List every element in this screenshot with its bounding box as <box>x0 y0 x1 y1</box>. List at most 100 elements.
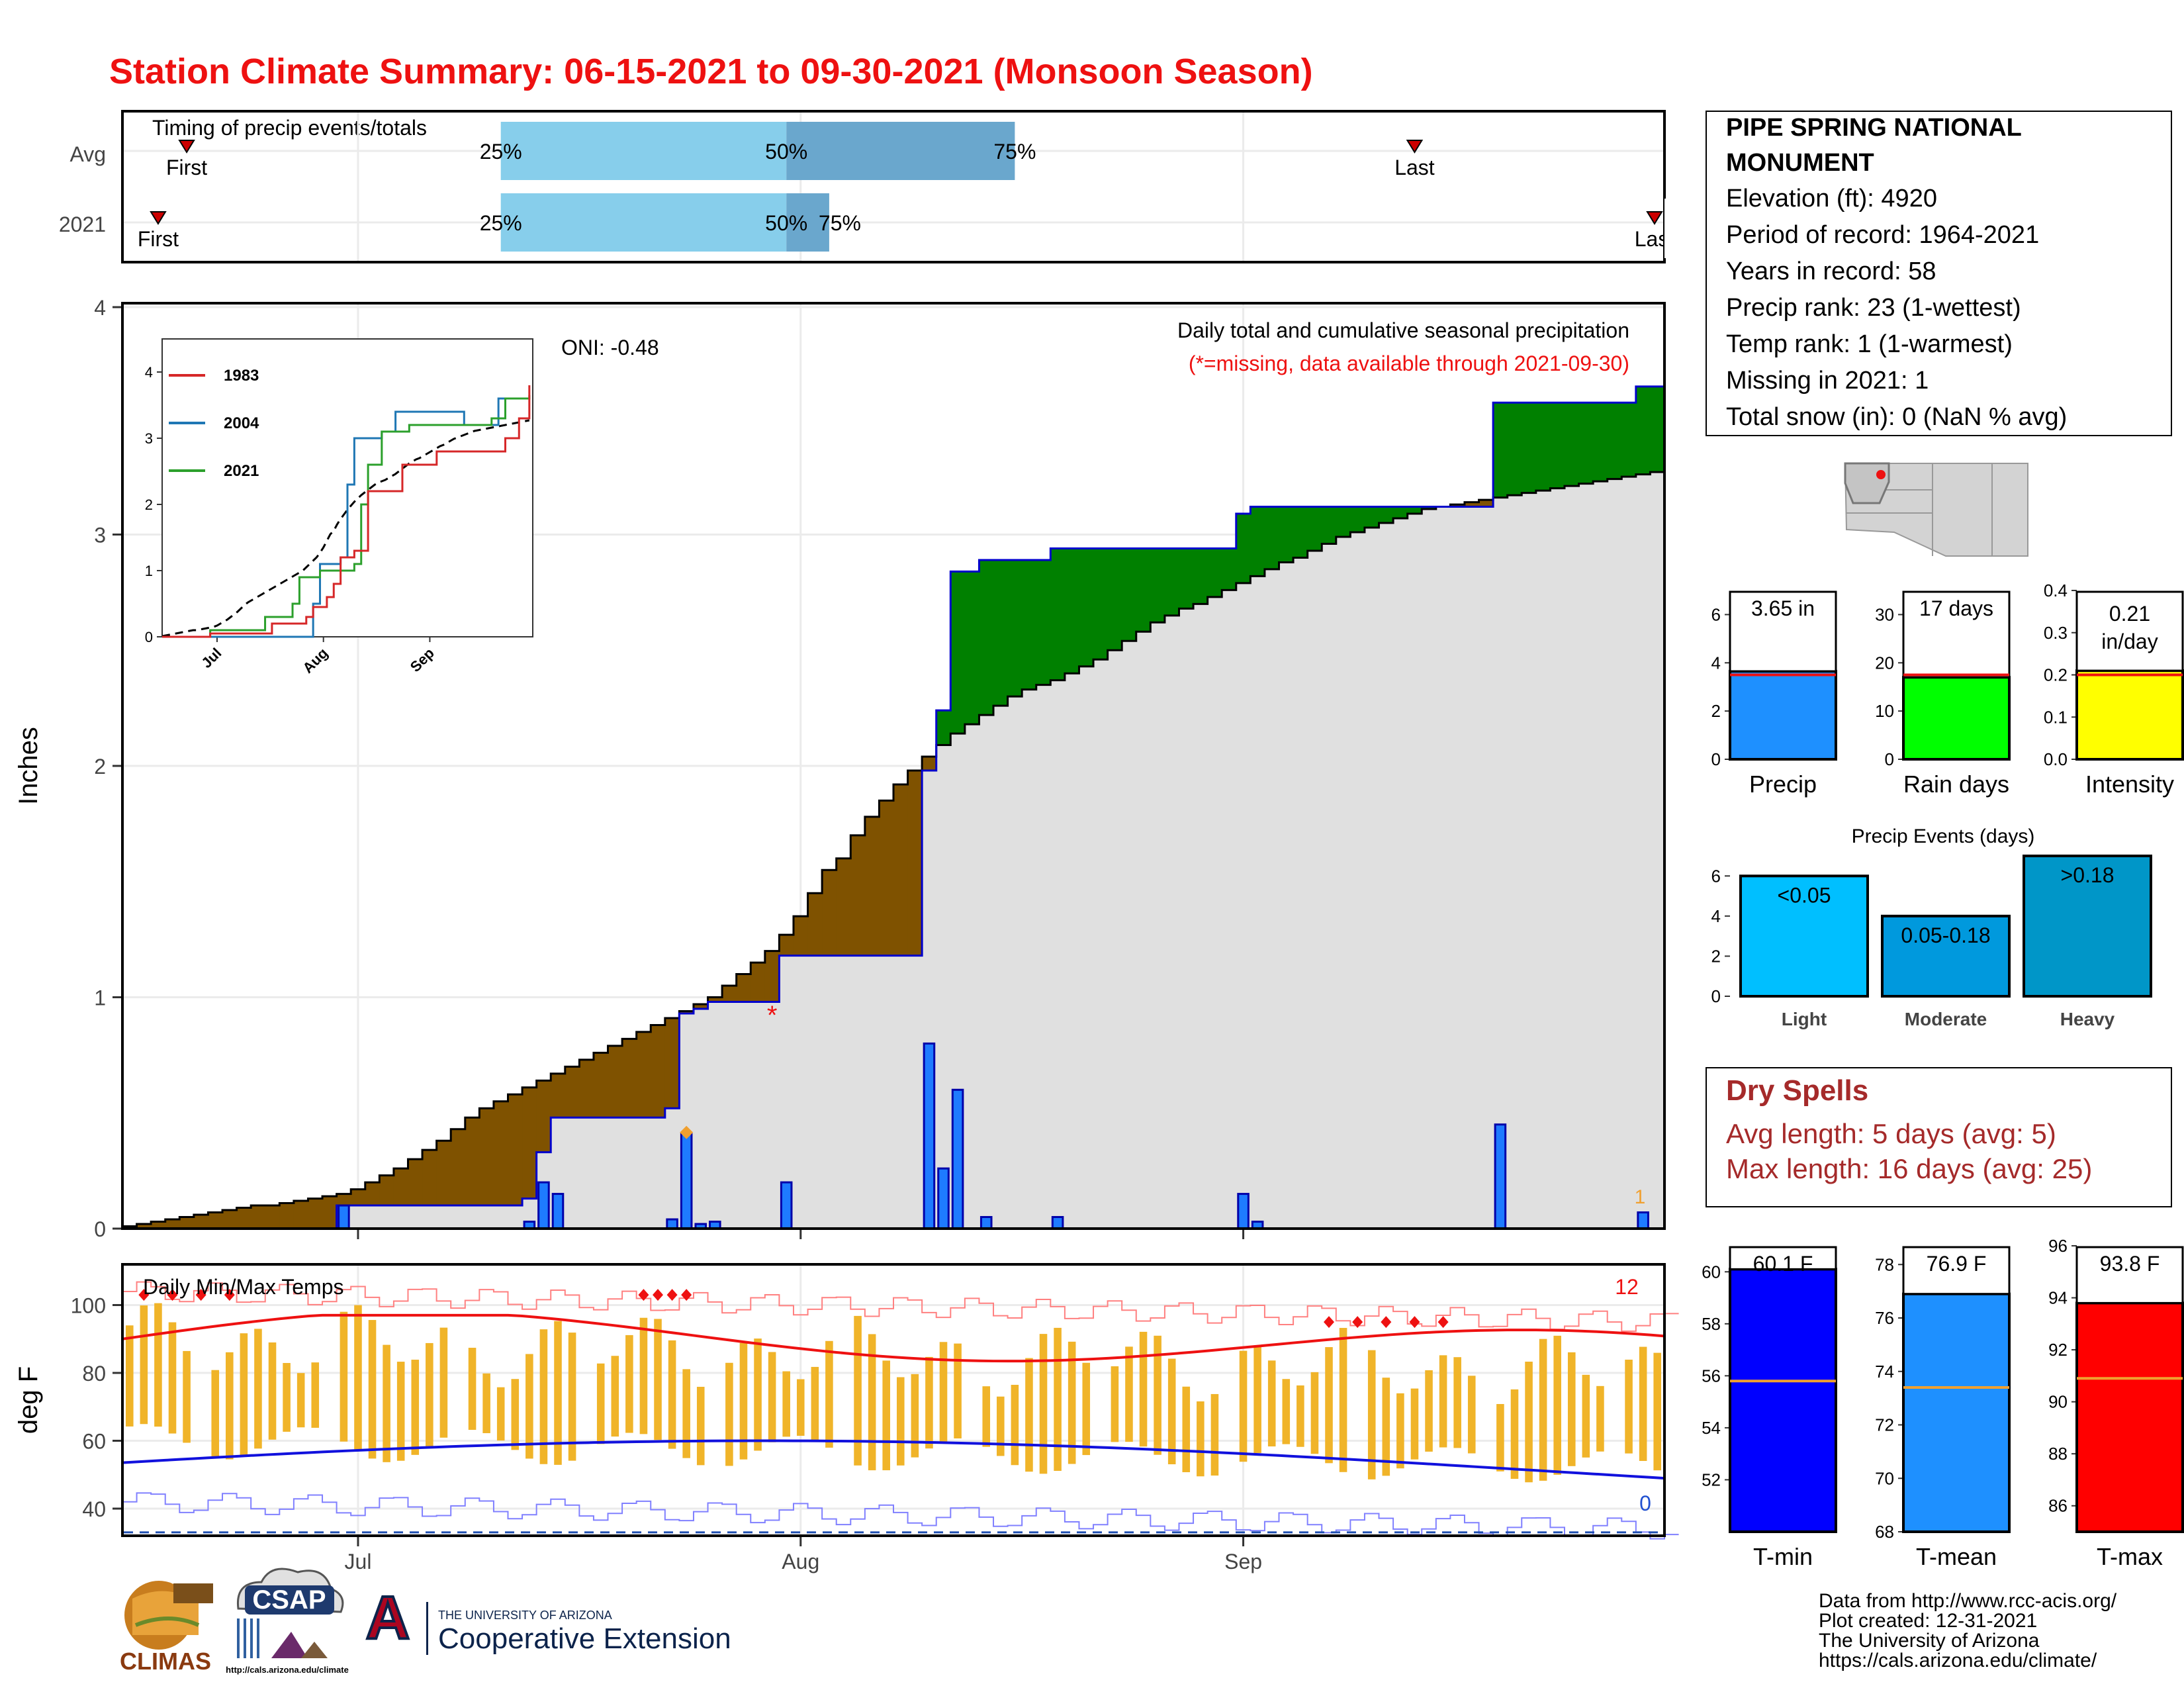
below-average-fill <box>251 1205 266 1229</box>
daily-precip-bar <box>1237 1193 1250 1230</box>
daily-temp-bar <box>1297 1385 1304 1447</box>
daily-precip-bar <box>979 1216 993 1230</box>
daily-temp-bar <box>925 1356 933 1449</box>
events-bar-label: >0.18 <box>2061 863 2115 887</box>
daily-temp-bar <box>1539 1338 1547 1481</box>
month-tick-label: Aug <box>782 1550 819 1573</box>
daily-temp-bar <box>211 1370 220 1458</box>
month-tick-label: Jul <box>345 1550 372 1573</box>
timing-clip <box>1664 199 1704 258</box>
daily-precip-bar <box>666 1218 678 1230</box>
below-average-fill <box>465 1117 480 1206</box>
events-tick-label: 4 <box>1711 906 1721 926</box>
summary-bar-name: Precip <box>1749 771 1817 798</box>
cumulative-base-fill <box>1422 509 1437 1229</box>
cumulative-base-fill <box>1150 622 1165 1229</box>
chart-title: Station Climate Summary: 06-15-2021 to 0… <box>109 52 1313 91</box>
daily-temp-bar <box>154 1303 162 1427</box>
missing-count: 1 <box>1635 1186 1646 1208</box>
events-bar <box>2023 855 2152 998</box>
university-of-arizona-logo: A THE UNIVERSITY OF ARIZONA Cooperative … <box>363 1583 731 1655</box>
station-period: Period of record: 1964-2021 <box>1726 221 2039 249</box>
cumulative-base-fill <box>1136 632 1151 1229</box>
cumulative-base-fill <box>465 1205 480 1229</box>
summary-bar <box>1902 1292 2011 1533</box>
temperature-panel: 40 60 80 100 Jul Aug Sep Daily Min/Max Temps 1… <box>14 1263 1679 1573</box>
cumulative-base-fill <box>1179 608 1194 1229</box>
summary-tick-label: 90 <box>2048 1392 2068 1412</box>
summary-tick-label: 78 <box>1875 1254 1894 1274</box>
daily-precip-bar <box>1494 1123 1507 1230</box>
below-average-fill <box>408 1159 423 1206</box>
below-average-fill <box>136 1224 152 1229</box>
daily-temp-bar <box>1525 1362 1533 1483</box>
daily-temp-bar <box>1267 1360 1276 1447</box>
daily-temp-bar <box>1510 1389 1519 1479</box>
summary-tick-label: 20 <box>1875 653 1894 673</box>
below-average-fill <box>293 1201 309 1229</box>
precip-tick-label: 2 <box>94 755 106 778</box>
daily-temp-bar <box>682 1369 690 1458</box>
daily-temp-bar <box>882 1360 890 1471</box>
quartile-bar-25-50 <box>500 193 787 252</box>
summary-bar-frame <box>2075 1246 2184 1304</box>
daily-temp-bar <box>1467 1376 1476 1454</box>
daily-precip-bar <box>338 1204 350 1230</box>
station-precip-rank: Precip rank: 23 (1-wettest) <box>1726 294 2021 322</box>
daily-temp-bar <box>1210 1393 1219 1476</box>
daily-temp-bar <box>340 1311 348 1442</box>
daily-temp-bar <box>768 1352 776 1442</box>
below-average-fill <box>779 935 794 956</box>
quartile-label-50: 50% <box>765 140 807 164</box>
temp-tick-label: 100 <box>71 1294 106 1318</box>
cumulative-base-fill <box>508 1205 523 1229</box>
above-average-fill <box>1022 559 1037 690</box>
daily-temp-bar <box>1653 1352 1661 1471</box>
above-average-fill <box>1079 548 1094 667</box>
quartile-label-75: 75% <box>819 211 861 235</box>
daily-temp-bar <box>511 1379 520 1450</box>
cumulative-base-fill <box>436 1205 451 1229</box>
below-average-fill <box>836 858 851 956</box>
below-average-fill <box>1464 502 1480 507</box>
below-average-fill <box>608 1045 623 1118</box>
daily-temp-bar <box>482 1373 490 1434</box>
below-average-fill <box>822 870 837 956</box>
quartile-label-75: 75% <box>993 140 1036 164</box>
precip-y-label: Inches <box>14 727 43 805</box>
csap-logo: CSAP http://cals.arizona.edu/climate <box>226 1568 349 1675</box>
cumulative-base-fill <box>1236 583 1251 1229</box>
daily-temp-bar <box>1182 1386 1191 1473</box>
above-average-fill <box>1222 548 1237 590</box>
daily-temp-bar <box>1082 1362 1091 1456</box>
below-average-fill <box>265 1205 280 1229</box>
first-event-label: First <box>138 227 179 251</box>
summary-bar-name: Rain days <box>1903 771 2009 798</box>
daily-temp-bar <box>1025 1358 1033 1472</box>
daily-temp-bar <box>1439 1355 1447 1448</box>
below-average-fill <box>379 1175 394 1206</box>
cumulative-base-fill <box>1193 604 1208 1229</box>
cumulative-base-fill <box>1379 523 1394 1229</box>
daily-temp-bar <box>796 1379 805 1436</box>
below-average-fill <box>551 1073 566 1118</box>
cumulative-base-fill <box>864 955 880 1229</box>
above-average-fill <box>1493 402 1508 498</box>
summary-value-label: 60.1 F <box>1753 1252 1813 1276</box>
cumulative-base-fill <box>1122 641 1137 1229</box>
inset-series-1983-line <box>162 385 531 638</box>
above-average-fill <box>1122 548 1137 641</box>
quartile-label-25: 25% <box>480 211 522 235</box>
summary-bar <box>1729 670 1837 761</box>
cumulative-base-fill <box>1407 514 1422 1229</box>
events-category-label: Heavy <box>2060 1009 2115 1029</box>
summary-tick-label: 60 <box>1702 1262 1721 1282</box>
daily-temp-bar <box>1382 1378 1390 1476</box>
station-elevation: Elevation (ft): 4920 <box>1726 185 1937 212</box>
inset-average-line <box>161 419 530 637</box>
temp-tick-label: 60 <box>82 1430 106 1454</box>
daily-temp-bar <box>368 1320 377 1459</box>
daily-precip-bar <box>1637 1211 1649 1230</box>
precip-summary-bars: 0 2 4 6 3.65 in Precip 0 10 20 30 17 days Rain days… <box>1711 581 2184 798</box>
daily-temp-bar <box>1596 1385 1604 1452</box>
